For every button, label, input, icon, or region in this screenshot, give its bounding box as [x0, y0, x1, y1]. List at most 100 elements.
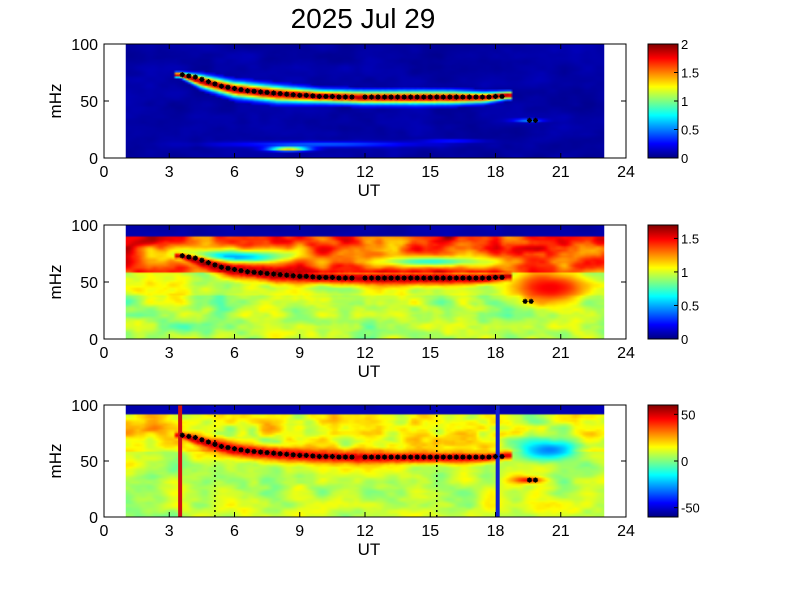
peak-marker — [368, 454, 375, 460]
y-tick-label: 100 — [71, 37, 98, 54]
peak-marker — [349, 94, 355, 100]
x-tick-label: 0 — [100, 164, 109, 181]
colorbar-tick-label: 0 — [681, 454, 688, 469]
peak-marker — [258, 89, 264, 95]
x-axis-label: UT — [358, 540, 381, 559]
peak-marker — [368, 275, 375, 281]
peak-marker — [179, 253, 185, 259]
y-tick-label: 50 — [80, 454, 98, 471]
peak-marker — [447, 454, 453, 460]
x-tick-label: 15 — [421, 523, 439, 540]
peak-marker — [395, 94, 401, 100]
peak-marker — [238, 87, 244, 93]
peak-marker — [466, 94, 472, 100]
peak-marker — [492, 93, 499, 100]
peak-marker — [264, 89, 270, 96]
colorbar-tick-label: -50 — [681, 501, 700, 516]
peak-marker — [244, 448, 251, 454]
peak-marker — [473, 94, 479, 100]
peak-marker — [212, 262, 218, 268]
peak-marker — [244, 269, 251, 275]
x-tick-label: 0 — [100, 345, 109, 362]
colorbar-tick-label: 50 — [681, 407, 695, 422]
peak-marker — [192, 74, 198, 80]
colorbar-tick-label: 1 — [681, 94, 688, 109]
peak-marker — [434, 94, 440, 100]
peak-marker — [303, 273, 309, 279]
x-tick-label: 18 — [487, 523, 505, 540]
peak-marker — [375, 454, 381, 460]
peak-marker — [192, 255, 198, 261]
isolated-marker — [526, 117, 533, 123]
peak-marker — [492, 274, 499, 281]
peak-marker — [186, 254, 192, 260]
colorbar-tick-label: 0.5 — [681, 298, 699, 313]
y-tick-label: 50 — [80, 275, 98, 292]
peak-marker — [342, 275, 349, 281]
peak-marker — [381, 275, 388, 281]
peak-marker — [264, 270, 270, 277]
peak-marker — [329, 274, 335, 281]
peak-marker — [199, 76, 205, 82]
peak-marker — [251, 448, 257, 455]
peak-marker — [303, 452, 309, 458]
peak-marker — [434, 275, 440, 281]
x-tick-label: 24 — [617, 523, 635, 540]
panel-middle: 0 3 6 9 12 15 18 21 24 0 50 100 UT mHz 0 0.5 1 1.5 — [46, 218, 699, 381]
peak-marker — [336, 275, 342, 281]
x-tick-label: 3 — [165, 523, 174, 540]
peak-marker — [368, 94, 375, 100]
colorbar — [647, 43, 679, 159]
peak-marker — [205, 260, 211, 266]
peak-marker — [231, 266, 238, 273]
peak-marker — [427, 275, 433, 281]
figure-title: 2025 Jul 29 — [291, 3, 436, 34]
peak-marker — [342, 94, 349, 100]
peak-marker — [271, 90, 277, 96]
x-tick-label: 6 — [230, 523, 239, 540]
colorbar-tick-label: 1.5 — [681, 231, 699, 246]
peak-marker — [401, 94, 407, 100]
peak-marker — [362, 94, 368, 100]
peak-marker — [199, 257, 205, 263]
spectrogram-image — [125, 225, 605, 339]
peak-marker — [290, 92, 296, 98]
peak-marker — [421, 94, 427, 100]
peak-marker — [453, 94, 459, 100]
peak-marker — [375, 94, 381, 100]
peak-marker — [329, 93, 335, 100]
x-tick-label: 24 — [617, 345, 635, 362]
peak-marker — [277, 90, 283, 97]
peak-marker — [473, 454, 479, 460]
peak-marker — [310, 274, 316, 280]
peak-marker — [212, 81, 218, 87]
x-tick-label: 18 — [487, 345, 505, 362]
x-tick-label: 24 — [617, 164, 635, 181]
peak-marker — [414, 275, 420, 281]
y-axis-label: mHz — [46, 84, 65, 119]
peak-marker — [381, 94, 388, 100]
peak-marker — [395, 454, 401, 460]
x-tick-label: 12 — [356, 345, 374, 362]
x-tick-label: 21 — [552, 164, 570, 181]
peak-marker — [381, 454, 388, 460]
x-tick-label: 12 — [356, 164, 374, 181]
peak-marker — [499, 453, 505, 460]
peak-marker — [427, 454, 433, 460]
peak-marker — [218, 264, 225, 270]
y-tick-label: 0 — [89, 332, 98, 349]
peak-marker — [434, 454, 440, 460]
y-tick-label: 0 — [89, 510, 98, 527]
peak-marker — [388, 94, 394, 100]
peak-marker — [486, 94, 492, 100]
peak-marker — [395, 275, 401, 281]
peak-marker — [297, 92, 303, 98]
peak-marker — [316, 93, 322, 100]
y-tick-label: 0 — [89, 151, 98, 168]
peak-marker — [453, 275, 459, 281]
peak-marker — [479, 94, 486, 100]
peak-marker — [408, 94, 414, 100]
peak-marker — [199, 437, 205, 443]
